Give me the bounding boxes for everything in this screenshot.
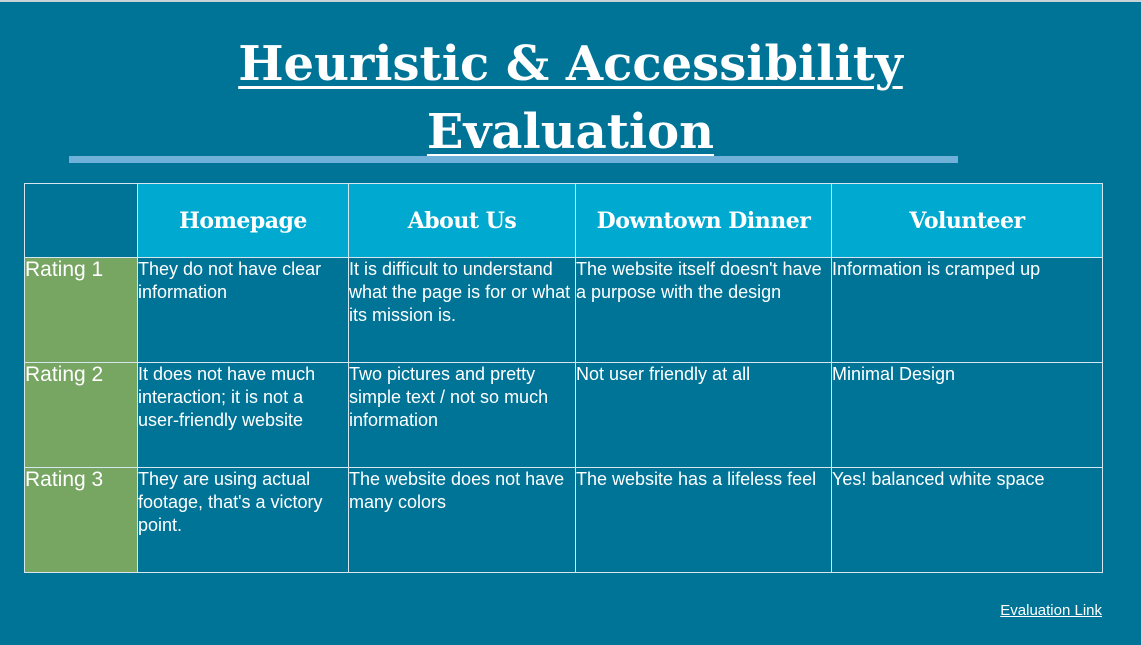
table-header-row: Homepage About Us Downtown Dinner Volunt…: [24, 183, 1103, 258]
table-row: Rating 2 It does not have much interacti…: [24, 362, 1103, 468]
table-cell: Two pictures and pretty simple text / no…: [348, 362, 576, 468]
table-row: Rating 3 They are using actual footage, …: [24, 467, 1103, 573]
column-header-volunteer: Volunteer: [831, 183, 1103, 258]
column-header-about-us: About Us: [348, 183, 576, 258]
evaluation-table: Homepage About Us Downtown Dinner Volunt…: [24, 183, 1103, 573]
table-cell: The website does not have many colors: [348, 467, 576, 573]
table-cell: It does not have much interaction; it is…: [137, 362, 349, 468]
title-line-2: Evaluation: [426, 104, 715, 160]
title-line-1: Heuristic & Accessibility: [238, 36, 903, 92]
table-cell: The website itself doesn't have a purpos…: [575, 257, 832, 363]
table-cell: Not user friendly at all: [575, 362, 832, 468]
table-cell: Minimal Design: [831, 362, 1103, 468]
row-label-rating-1: Rating 1: [24, 257, 138, 363]
row-label-rating-2: Rating 2: [24, 362, 138, 468]
column-header-downtown-dinner: Downtown Dinner: [575, 183, 832, 258]
row-label-rating-3: Rating 3: [24, 467, 138, 573]
table-cell: It is difficult to understand what the p…: [348, 257, 576, 363]
column-header-homepage: Homepage: [137, 183, 349, 258]
evaluation-link[interactable]: Evaluation Link: [1000, 602, 1102, 619]
table-cell: They do not have clear information: [137, 257, 349, 363]
table-corner-cell: [24, 183, 138, 258]
table-cell: The website has a lifeless feel: [575, 467, 832, 573]
slide-title: Heuristic & Accessibility Evaluation: [0, 30, 1141, 166]
table-cell: Yes! balanced white space: [831, 467, 1103, 573]
table-cell: They are using actual footage, that's a …: [137, 467, 349, 573]
accent-bar: [69, 156, 958, 163]
table-cell: Information is cramped up: [831, 257, 1103, 363]
table-row: Rating 1 They do not have clear informat…: [24, 257, 1103, 363]
slide-top-border: [0, 0, 1141, 2]
